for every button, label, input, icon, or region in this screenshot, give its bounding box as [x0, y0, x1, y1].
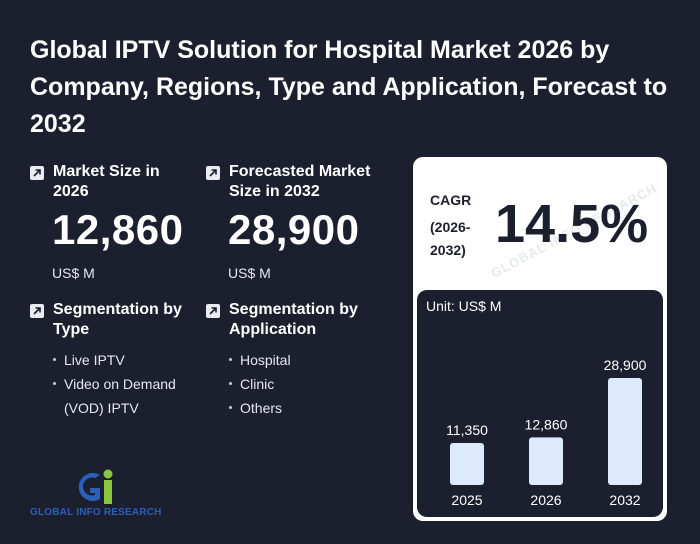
- list-item: Hospital: [228, 348, 378, 372]
- segmentation-application-label: Segmentation by Application: [229, 301, 358, 338]
- company-logo: GLOBAL INFO RESEARCH: [30, 466, 180, 522]
- bar-chart: Unit: US$ M 11,350 2025 12,860 2026 28,900 20…: [417, 290, 663, 517]
- market-size-label: Market Size in 2026: [53, 163, 160, 200]
- forecast-size-value: 28,900: [228, 206, 360, 253]
- logo-text: GLOBAL INFO RESEARCH: [30, 507, 162, 518]
- forecast-size-block: Forecasted Market Size in 2032 28,900 US…: [206, 162, 406, 292]
- bar-2026: [529, 437, 563, 485]
- cagr-value: 14.5%: [495, 194, 649, 254]
- forecast-size-unit: US$ M: [228, 265, 271, 281]
- list-item: Video on Demand (VOD) IPTV: [52, 372, 177, 420]
- page-title: Global IPTV Solution for Hospital Market…: [30, 36, 668, 138]
- arrow-icon: [206, 304, 220, 318]
- category-label: 2025: [451, 492, 482, 508]
- segmentation-application-block: Segmentation by Application Hospital Cli…: [206, 300, 406, 450]
- segmentation-type-block: Segmentation by Type Live IPTV Video on …: [30, 300, 200, 450]
- cagr-label: CAGR (2026-2032): [430, 189, 490, 262]
- segmentation-application-list: Hospital Clinic Others: [228, 348, 378, 420]
- segmentation-type-label: Segmentation by Type: [53, 301, 182, 338]
- list-item: Live IPTV: [52, 348, 177, 372]
- market-size-value: 12,860: [52, 206, 184, 253]
- arrow-icon: [206, 166, 220, 180]
- list-item: Others: [228, 396, 378, 420]
- bar-chart-svg: 11,350 2025 12,860 2026 28,900 2032: [446, 357, 647, 508]
- cagr-title: CAGR: [430, 192, 472, 208]
- arrow-icon: [30, 166, 44, 180]
- category-label: 2032: [609, 492, 640, 508]
- bar-2032: [608, 378, 642, 485]
- market-size-unit: US$ M: [52, 265, 95, 281]
- logo-mark-icon: [78, 469, 113, 504]
- cagr-period: (2026-2032): [430, 219, 471, 258]
- bar-2025: [450, 442, 484, 485]
- segmentation-type-list: Live IPTV Video on Demand (VOD) IPTV: [52, 348, 177, 420]
- arrow-icon: [30, 304, 44, 318]
- market-size-block: Market Size in 2026 12,860 US$ M: [30, 162, 200, 292]
- forecast-size-label: Forecasted Market Size in 2032: [229, 163, 371, 200]
- value-label: 28,900: [604, 357, 647, 373]
- chart-unit-label: Unit: US$ M: [426, 298, 502, 314]
- category-label: 2026: [530, 492, 561, 508]
- cagr-panel: GLOBAL INFO RESEARCH CAGR (2026-2032) 14…: [413, 157, 667, 521]
- value-label: 11,350: [446, 422, 488, 438]
- value-label: 12,860: [525, 416, 568, 432]
- list-item: Clinic: [228, 372, 378, 396]
